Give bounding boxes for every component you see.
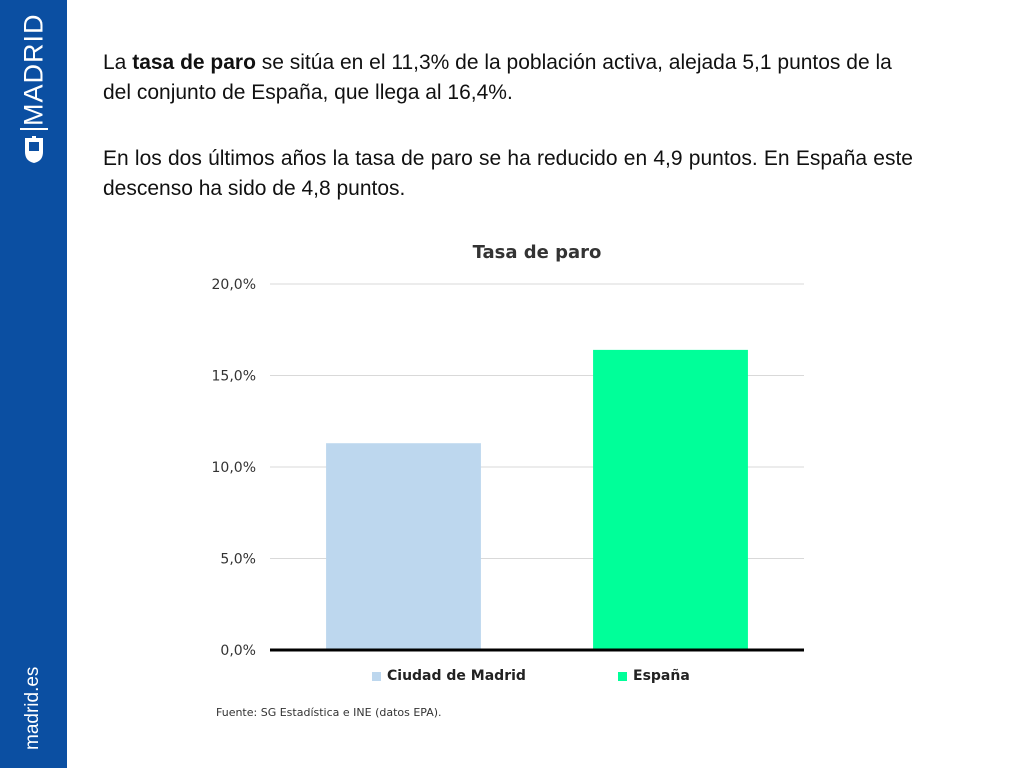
- site-url[interactable]: madrid.es: [22, 666, 43, 750]
- y-tick-label: 5,0%: [220, 552, 256, 568]
- y-tick-label: 10,0%: [212, 460, 256, 476]
- paragraph1-end: se sitúa en el 11,3% de la población act…: [103, 51, 892, 104]
- bar-spain: [593, 349, 748, 650]
- legend-item-madrid: Ciudad de Madrid: [372, 668, 526, 684]
- brand-divider: [20, 128, 48, 130]
- chart-title: Tasa de paro: [472, 242, 602, 263]
- legend-label-madrid: Ciudad de Madrid: [387, 668, 526, 684]
- y-tick-label: 0,0%: [220, 643, 256, 659]
- legend-swatch-madrid: [372, 671, 381, 681]
- y-tick-label: 15,0%: [212, 369, 256, 385]
- bar-chart: 0,0% 5,0% 10,0% 15,0% 20,0%: [212, 277, 804, 659]
- brand-name: MADRID: [18, 13, 49, 127]
- legend-swatch-spain: [618, 671, 627, 681]
- sidebar: MADRID madrid.es: [0, 0, 67, 768]
- coat-of-arms-icon: [25, 136, 43, 163]
- bar-madrid: [326, 443, 481, 650]
- legend-item-spain: España: [618, 668, 690, 684]
- legend-label-spain: España: [633, 668, 690, 684]
- paragraph1-emphasis: tasa de paro: [132, 51, 256, 74]
- chart-source: Fuente: SG Estadística e INE (datos EPA)…: [216, 706, 442, 719]
- paragraph-reduction: En los dos últimos años la tasa de paro …: [103, 147, 913, 200]
- paragraph-unemployment-rate: La tasa de paro se sitúa en el 11,3% de …: [103, 48, 913, 108]
- madrid-logo[interactable]: MADRID: [14, 13, 54, 163]
- y-tick-label: 20,0%: [212, 277, 256, 293]
- paragraph1-start: La: [103, 51, 133, 74]
